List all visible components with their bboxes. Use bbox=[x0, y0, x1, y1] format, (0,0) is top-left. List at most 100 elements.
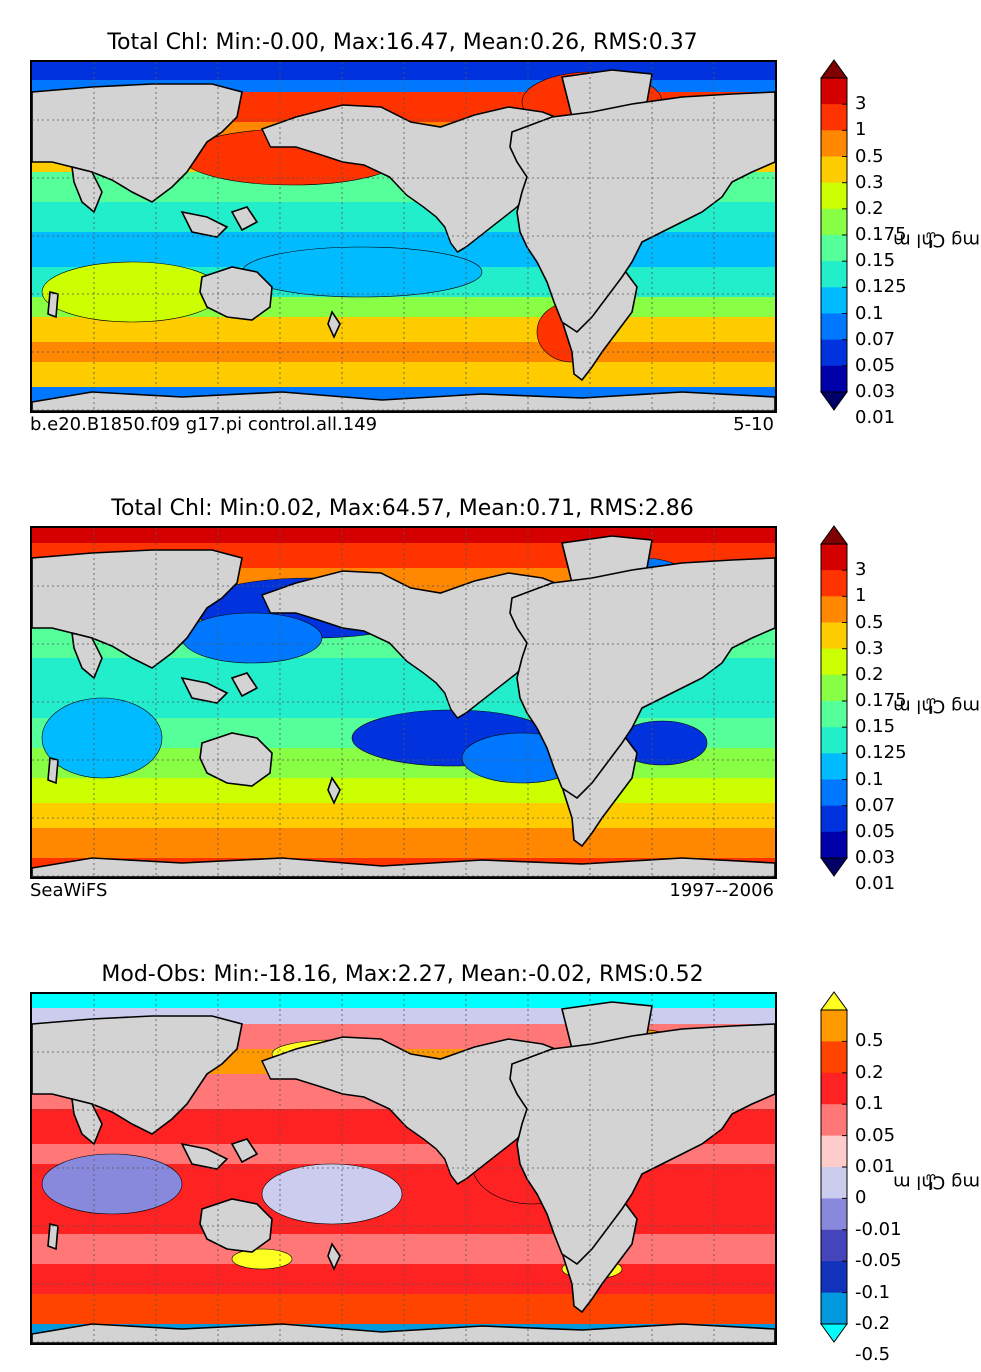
colorbar-svg bbox=[820, 991, 848, 1343]
colorbar-block bbox=[821, 544, 847, 571]
caption-left: SeaWiFS bbox=[30, 880, 108, 901]
colorbar-block bbox=[821, 570, 847, 597]
ocean-band bbox=[32, 778, 775, 804]
land-europeAfrica bbox=[509, 91, 775, 334]
colorbar-tick-label: 0.03 bbox=[855, 847, 896, 868]
colorbar-svg bbox=[820, 525, 848, 877]
panel-title: Total Chl: Min:-0.00, Max:16.47, Mean:0.… bbox=[107, 30, 698, 55]
land-nz bbox=[327, 776, 341, 805]
colorbar-tick-label: 0.05 bbox=[855, 354, 896, 376]
colorbar-tick-label: 0.2 bbox=[855, 1061, 884, 1083]
colorbar-block bbox=[821, 156, 847, 184]
colorbar-tick-label: -0.01 bbox=[855, 1218, 902, 1240]
colorbar-tick-label: 0.2 bbox=[855, 197, 884, 219]
colorbar-extend-min bbox=[820, 857, 848, 877]
colorbar-block bbox=[821, 1041, 847, 1074]
colorbar-block bbox=[821, 78, 847, 105]
colorbar-block bbox=[821, 1229, 847, 1262]
ocean-contour-region bbox=[181, 612, 323, 664]
ocean-band bbox=[32, 362, 775, 388]
colorbar-tick-label: 0.01 bbox=[855, 1156, 896, 1177]
colorbar-tick-label: 0.5 bbox=[855, 145, 884, 167]
land-northAmerica bbox=[260, 104, 573, 253]
colorbar-block bbox=[821, 596, 847, 623]
colorbar-block bbox=[821, 287, 847, 314]
unit-text: mg Chl m bbox=[892, 695, 980, 717]
land-madagascar bbox=[47, 290, 59, 319]
colorbar-block bbox=[821, 622, 847, 650]
ocean-band bbox=[32, 1294, 775, 1325]
colorbar-block bbox=[821, 753, 847, 780]
colorbar-block bbox=[821, 261, 847, 288]
colorbar-tick-label: 0.15 bbox=[855, 250, 896, 272]
land-seAsia bbox=[180, 1138, 259, 1170]
map-svg bbox=[32, 994, 775, 1343]
colorbar-tick-label: 1 bbox=[855, 585, 867, 607]
land-antarctica bbox=[32, 391, 775, 411]
land-madagascar bbox=[47, 756, 59, 785]
colorbar-block bbox=[821, 365, 847, 393]
colorbar-extend-max bbox=[820, 525, 848, 545]
colorbar bbox=[820, 991, 848, 1343]
colorbar-tick-label: 0.05 bbox=[855, 1124, 896, 1146]
colorbar-block bbox=[821, 1261, 847, 1294]
colorbar-tick-label: -0.05 bbox=[855, 1250, 902, 1272]
colorbar-tick-label: 0.07 bbox=[855, 328, 896, 350]
colorbar-block bbox=[821, 1167, 847, 1199]
colorbar-tick-label: 3 bbox=[855, 559, 867, 581]
land-australia bbox=[199, 266, 273, 321]
ocean-band bbox=[32, 828, 775, 859]
colorbar-tick-label: 1 bbox=[855, 119, 867, 141]
ocean-contour-region bbox=[261, 1163, 403, 1225]
ocean-band bbox=[32, 803, 775, 829]
caption-right: 5-10 bbox=[733, 414, 774, 435]
ocean-band bbox=[32, 342, 775, 363]
land-masses bbox=[32, 69, 775, 411]
colorbar-svg bbox=[820, 59, 848, 411]
colorbar-block bbox=[821, 1104, 847, 1137]
colorbar-block bbox=[821, 727, 847, 754]
colorbar-unit: mg Chl m −3 bbox=[893, 1122, 980, 1242]
colorbar-block bbox=[821, 130, 847, 157]
ocean-band bbox=[32, 994, 775, 1009]
colorbar-tick-label: 0.2 bbox=[855, 663, 884, 685]
colorbar bbox=[820, 59, 848, 411]
map-model bbox=[30, 60, 777, 413]
map-diff bbox=[30, 992, 777, 1345]
land-northAmerica bbox=[260, 570, 573, 719]
ocean-band bbox=[32, 1264, 775, 1295]
colorbar-tick-label: 0.01 bbox=[855, 873, 896, 895]
ocean-band bbox=[32, 62, 775, 81]
colorbar-block bbox=[821, 779, 847, 807]
colorbar-extend-max bbox=[820, 59, 848, 79]
ocean-contour-region bbox=[241, 246, 483, 298]
ocean-contour-region bbox=[41, 261, 223, 323]
land-madagascar bbox=[47, 1222, 59, 1251]
land-australia bbox=[199, 1198, 273, 1253]
caption-right: 1997--2006 bbox=[669, 880, 774, 901]
colorbar-block bbox=[821, 235, 847, 262]
colorbar-block bbox=[821, 1010, 847, 1042]
colorbar-block bbox=[821, 339, 847, 367]
colorbar-block bbox=[821, 313, 847, 341]
map-svg bbox=[32, 528, 775, 877]
colorbar-tick-label: -0.2 bbox=[855, 1313, 891, 1334]
colorbar-tick-label: 0.175 bbox=[855, 690, 907, 711]
colorbar-extend-max bbox=[820, 991, 848, 1011]
colorbar-unit: mg Chl m −3 bbox=[893, 180, 980, 300]
colorbar-tick-label: 0.125 bbox=[855, 276, 907, 298]
colorbar-tick-label: 0.01 bbox=[855, 407, 896, 429]
colorbar-block bbox=[821, 1292, 847, 1325]
colorbar-tick-label: 0.3 bbox=[855, 171, 884, 193]
colorbar-tick-label: -0.5 bbox=[855, 1344, 891, 1366]
colorbar-block bbox=[821, 182, 847, 210]
colorbar-tick-label: 0.05 bbox=[855, 820, 896, 842]
colorbar-tick-label: -0.1 bbox=[855, 1281, 891, 1303]
panel-title: Total Chl: Min:0.02, Max:64.57, Mean:0.7… bbox=[111, 496, 694, 521]
colorbar bbox=[820, 525, 848, 877]
colorbar-tick-label: 0.1 bbox=[855, 302, 884, 324]
colorbar-tick-label: 0.07 bbox=[855, 794, 896, 816]
ocean-band bbox=[32, 1234, 775, 1265]
colorbar-block bbox=[821, 701, 847, 728]
colorbar-unit: mg Chl m −3 bbox=[893, 646, 980, 766]
